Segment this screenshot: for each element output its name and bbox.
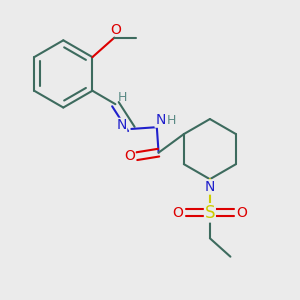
Text: N: N <box>155 113 166 127</box>
Text: O: O <box>110 23 121 37</box>
Text: H: H <box>166 114 176 127</box>
Text: N: N <box>205 180 215 194</box>
Text: S: S <box>205 204 215 222</box>
Text: H: H <box>118 91 127 104</box>
Text: O: O <box>236 206 247 220</box>
Text: O: O <box>124 149 135 163</box>
Text: N: N <box>116 118 127 132</box>
Text: O: O <box>172 206 184 220</box>
